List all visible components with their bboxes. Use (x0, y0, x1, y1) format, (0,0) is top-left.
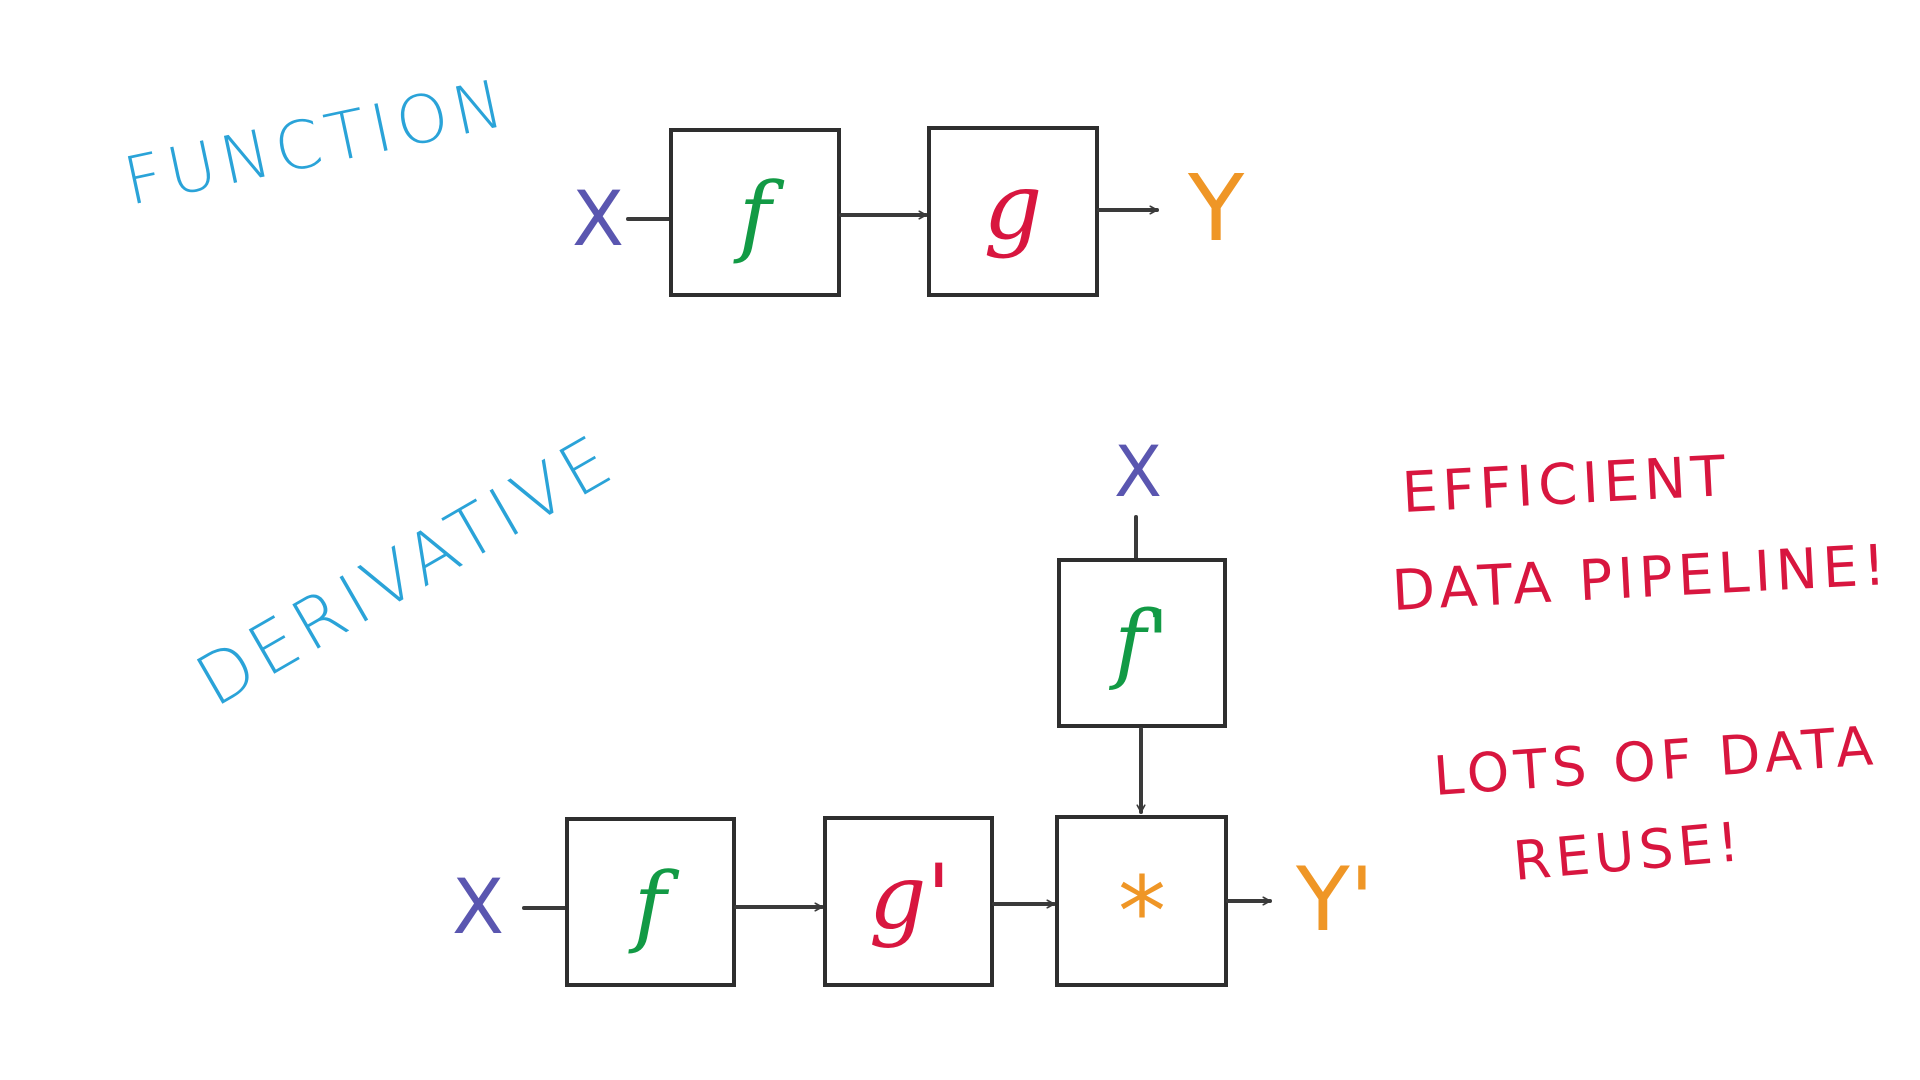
function-input-x: X (572, 174, 624, 263)
function-heading: FUNCTION (117, 64, 515, 221)
derivative-box-mult (1055, 815, 1228, 987)
note-reuse-line2: REUSE! (1511, 810, 1747, 893)
function-box-g-label: g (984, 153, 1043, 260)
derivative-output-y-prime: Y' (1295, 848, 1374, 951)
function-output-y: Y (1187, 155, 1245, 262)
derivative-heading: DERIVATIVE (183, 417, 630, 722)
function-box-f (669, 128, 841, 297)
derivative-input-x: X (452, 862, 504, 951)
derivative-box-f-prime (1057, 558, 1227, 728)
derivative-box-g-prime-label: g' (869, 845, 951, 950)
note-efficient-line2: DATA PIPELINE! (1390, 533, 1892, 624)
note-reuse-line1: LOTS OF DATA (1432, 714, 1880, 808)
note-efficient-line1: EFFICIENT (1400, 444, 1731, 526)
derivative-box-mult-label: * (1118, 856, 1166, 968)
derivative-box-g-prime (823, 816, 994, 987)
derivative-box-f-prime-label: f' (1108, 593, 1169, 693)
derivative-box-f (565, 817, 736, 987)
function-box-g (927, 126, 1099, 297)
derivative-top-input-x: X (1114, 431, 1162, 513)
